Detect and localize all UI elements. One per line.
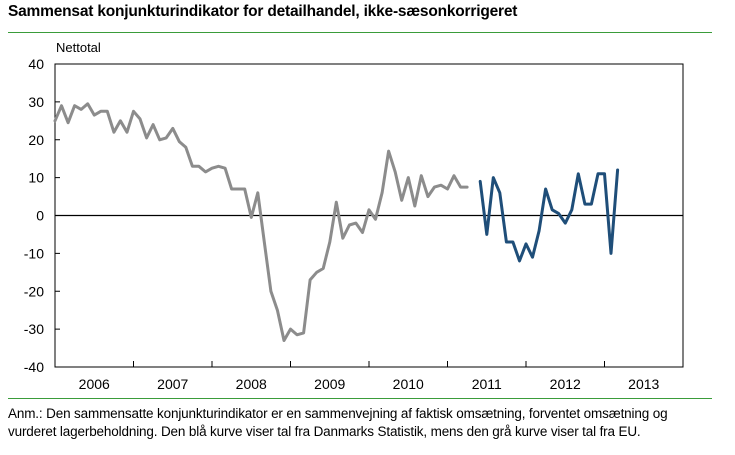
y-tick-label: -20 bbox=[24, 283, 44, 299]
x-tick-label: 2012 bbox=[550, 376, 581, 392]
top-rule bbox=[8, 32, 712, 33]
x-tick-label: 2010 bbox=[393, 376, 424, 392]
y-tick-label: 40 bbox=[28, 56, 44, 72]
y-tick-label: 30 bbox=[28, 94, 44, 110]
blue-series-line bbox=[478, 168, 620, 263]
x-tick-label: 2006 bbox=[79, 376, 110, 392]
x-tick-label: 2013 bbox=[628, 376, 659, 392]
y-tick-label: 0 bbox=[36, 208, 44, 224]
x-tick-label: 2011 bbox=[472, 376, 502, 392]
x-tick-label: 2009 bbox=[314, 376, 345, 392]
x-tick-label: 2007 bbox=[157, 376, 188, 392]
y-tick-label: -30 bbox=[24, 321, 44, 337]
x-tick-label: 2008 bbox=[236, 376, 267, 392]
chart-title: Sammensat konjunkturindikator for detail… bbox=[8, 3, 518, 20]
y-axis-unit-label: Nettotal bbox=[56, 40, 101, 55]
chart-note: Anm.: Den sammensatte konjunkturindikato… bbox=[8, 406, 668, 439]
y-tick-label: 20 bbox=[28, 132, 44, 148]
bottom-rule bbox=[8, 398, 712, 399]
series bbox=[53, 102, 620, 342]
grey-series-line bbox=[53, 102, 469, 342]
y-tick-label: 10 bbox=[28, 170, 44, 186]
y-tick-label: -40 bbox=[24, 359, 44, 375]
y-tick-label: -10 bbox=[24, 245, 44, 261]
